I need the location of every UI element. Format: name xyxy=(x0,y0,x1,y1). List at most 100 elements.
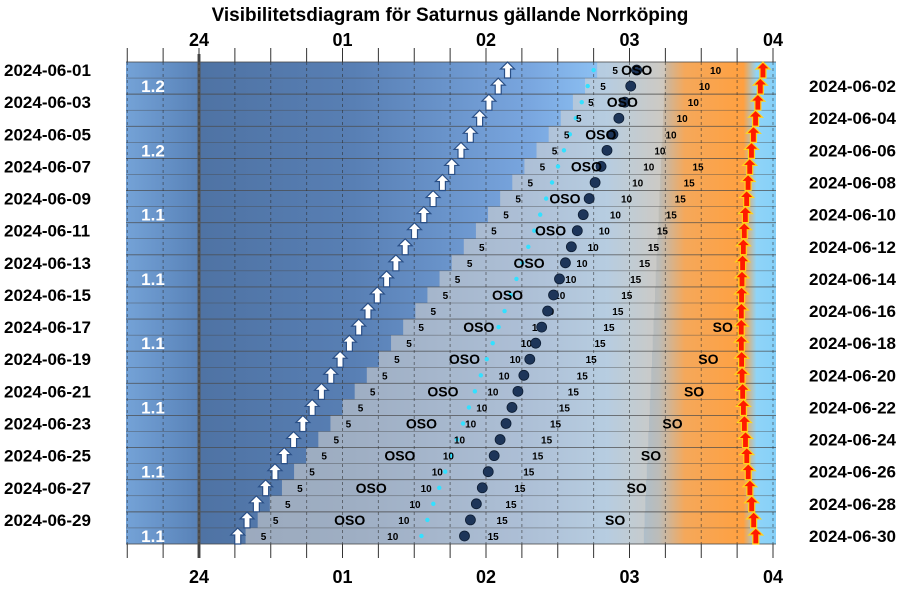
planet-dot xyxy=(506,402,518,413)
altitude-label: 5 xyxy=(479,243,485,254)
altitude-label: 15 xyxy=(514,484,526,495)
rise-arrow-shape xyxy=(433,173,451,192)
rise-arrow-shape xyxy=(229,527,247,545)
altitude-label: 15 xyxy=(612,307,624,318)
meridian-dot xyxy=(591,67,596,73)
rise-arrow xyxy=(247,494,265,513)
rise-arrow-shape xyxy=(340,334,358,352)
dawn-arrow-shape xyxy=(735,414,753,433)
meridian-dot xyxy=(520,260,525,266)
meridian-dot xyxy=(549,180,555,185)
altitude-label: 10 xyxy=(666,130,678,141)
altitude-label: 10 xyxy=(621,195,633,206)
direction-label: OSO xyxy=(513,255,544,271)
rise-arrow-shape xyxy=(322,366,340,384)
direction-label: OSO xyxy=(585,126,616,142)
meridian-dot xyxy=(484,357,489,362)
chart-marks: 1.21.21.11.11.11.11.11.15555555555555555… xyxy=(141,61,772,546)
altitude-label: 15 xyxy=(577,371,589,382)
dawn-arrow-shape xyxy=(747,527,765,545)
rise-arrow-shape xyxy=(368,286,386,304)
dawn-arrow-shape xyxy=(737,430,754,449)
meridian-dot xyxy=(431,501,436,507)
rise-arrow-shape xyxy=(499,61,516,79)
altitude-label: 10 xyxy=(565,275,577,286)
rise-arrow xyxy=(350,318,368,336)
planet-dot xyxy=(577,209,589,221)
planet-dot xyxy=(560,257,571,269)
meridian-dot xyxy=(508,292,513,298)
dawn-arrow xyxy=(747,109,765,127)
dawn-arrow-shape xyxy=(745,511,763,529)
altitude-label: 5 xyxy=(334,436,340,447)
rise-arrow xyxy=(331,350,349,368)
meridian-dot xyxy=(514,276,519,282)
rise-arrow-shape xyxy=(331,350,349,368)
rise-arrow xyxy=(471,109,489,127)
meridian-dot xyxy=(543,196,549,201)
rise-arrow-shape xyxy=(247,494,265,513)
date-label-left: 2024-06-01 xyxy=(4,61,91,80)
altitude-label: 5 xyxy=(273,516,279,527)
altitude-label: 15 xyxy=(586,355,598,366)
direction-label: SO xyxy=(605,512,625,528)
planet-dot xyxy=(554,273,565,285)
altitude-label: 10 xyxy=(599,227,611,238)
dawn-arrow-shape xyxy=(735,221,753,240)
altitude-label: 10 xyxy=(510,355,522,366)
meridian-dot xyxy=(442,469,448,474)
dawn-arrow-shape xyxy=(736,205,754,224)
altitude-label: 15 xyxy=(550,420,562,431)
rise-arrow xyxy=(480,93,498,111)
date-label-right: 2024-06-06 xyxy=(809,141,896,160)
rise-arrow xyxy=(359,302,377,320)
altitude-label: 10 xyxy=(487,387,499,398)
planet-dot xyxy=(571,225,583,237)
dawn-arrow-shape xyxy=(747,109,765,127)
dawn-arrow xyxy=(738,446,756,465)
altitude-label: 10 xyxy=(398,516,410,527)
meridian-dot xyxy=(496,324,501,330)
planet-dot xyxy=(542,305,554,317)
rise-arrow xyxy=(238,511,256,529)
altitude-label: 15 xyxy=(603,323,615,334)
date-label-left: 2024-06-13 xyxy=(4,254,91,273)
altitude-label: 5 xyxy=(515,195,521,206)
altitude-label: 10 xyxy=(610,211,622,222)
planet-dot xyxy=(470,498,482,510)
altitude-label: 10 xyxy=(454,436,466,447)
altitude-label: 15 xyxy=(657,227,669,238)
rise-arrow-shape xyxy=(275,446,293,465)
date-label-right: 2024-06-26 xyxy=(809,463,896,482)
rise-arrow-shape xyxy=(452,141,470,159)
rise-arrow xyxy=(340,334,358,352)
dawn-arrow xyxy=(741,478,759,497)
dawn-arrow xyxy=(743,141,760,159)
altitude-label: 5 xyxy=(370,387,376,398)
altitude-label: 15 xyxy=(594,339,606,350)
direction-label: SO xyxy=(698,351,718,367)
dawn-arrow xyxy=(743,494,761,513)
altitude-label: 15 xyxy=(541,436,553,447)
planet-dot xyxy=(482,466,494,478)
rise-arrow xyxy=(499,61,516,79)
altitude-label: 5 xyxy=(576,114,582,125)
direction-label: OSO xyxy=(384,448,415,464)
altitude-label: 5 xyxy=(394,355,400,366)
direction-label: OSO xyxy=(356,480,387,496)
dawn-arrow-shape xyxy=(734,398,752,417)
altitude-label: 5 xyxy=(346,420,352,431)
planet-dot xyxy=(625,80,637,92)
dawn-arrow-shape xyxy=(749,93,767,111)
dawn-arrow xyxy=(734,398,752,417)
rise-arrow-shape xyxy=(480,93,498,111)
rise-arrow-shape xyxy=(303,398,321,417)
rise-arrow xyxy=(378,270,396,288)
altitude-label: 15 xyxy=(523,468,535,479)
date-label-right: 2024-06-24 xyxy=(809,431,897,450)
rise-arrow-shape xyxy=(359,302,377,320)
date-label-left: 2024-06-03 xyxy=(4,93,91,112)
hour-label-bottom: 02 xyxy=(476,567,496,587)
left-date-labels: 2024-06-01 2024-06-03 2024-06-05 2024-06-07… xyxy=(4,61,91,530)
altitude-label: 15 xyxy=(692,162,704,173)
